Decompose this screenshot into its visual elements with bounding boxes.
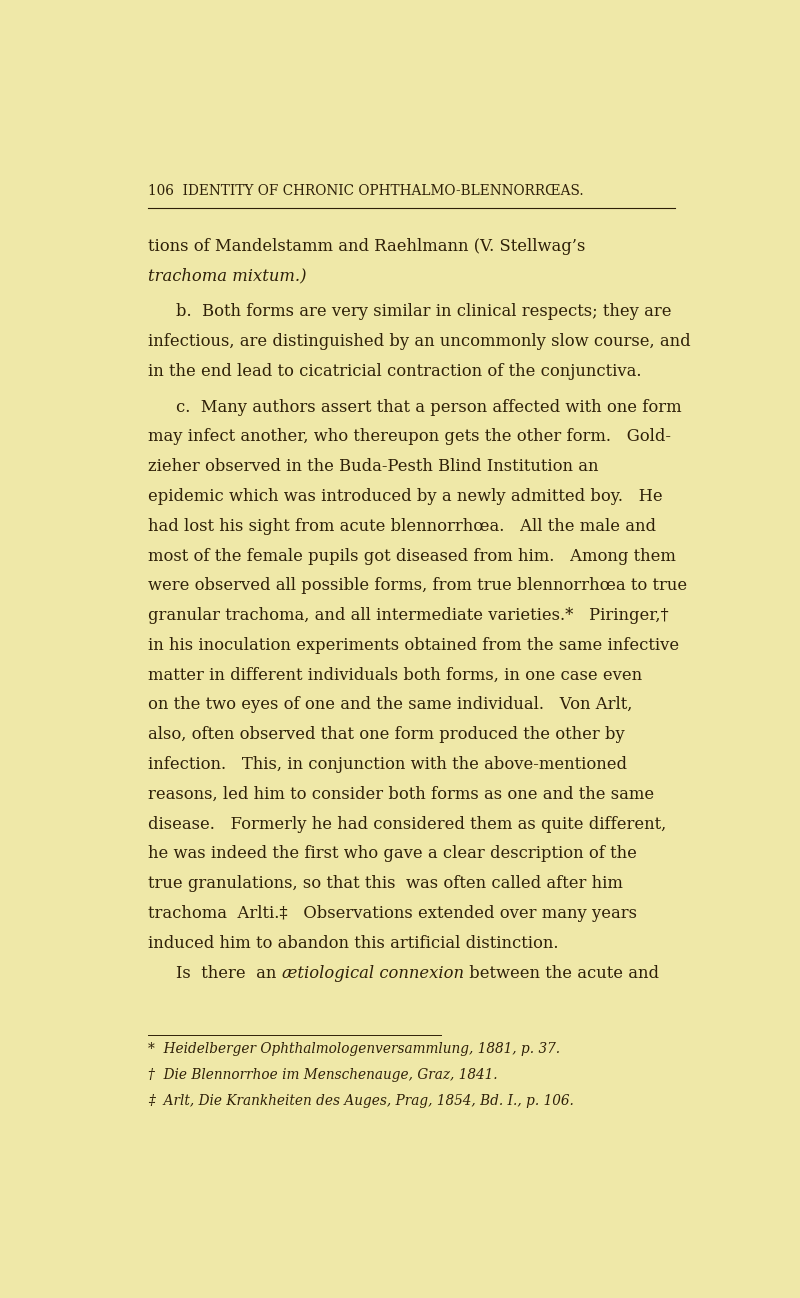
Text: trachoma  Arlti.‡   Observations extended over many years: trachoma Arlti.‡ Observations extended o… bbox=[148, 905, 638, 922]
Text: infectious, are distinguished by an uncommonly slow course, and: infectious, are distinguished by an unco… bbox=[148, 334, 691, 350]
Text: had lost his sight from acute blennorrhœa.   All the male and: had lost his sight from acute blennorrhœ… bbox=[148, 518, 656, 535]
Text: induced him to abandon this artificial distinction.: induced him to abandon this artificial d… bbox=[148, 935, 559, 951]
Text: disease.   Formerly he had considered them as quite different,: disease. Formerly he had considered them… bbox=[148, 815, 666, 832]
Text: in his inoculation experiments obtained from the same infective: in his inoculation experiments obtained … bbox=[148, 637, 679, 654]
Text: ætiological connexion: ætiological connexion bbox=[282, 964, 464, 981]
Text: true granulations, so that this  was often called after him: true granulations, so that this was ofte… bbox=[148, 875, 623, 892]
Text: epidemic which was introduced by a newly admitted boy.   He: epidemic which was introduced by a newly… bbox=[148, 488, 663, 505]
Text: matter in different individuals both forms, in one case even: matter in different individuals both for… bbox=[148, 667, 642, 684]
Text: he was indeed the first who gave a clear description of the: he was indeed the first who gave a clear… bbox=[148, 845, 638, 862]
Text: 106  IDENTITY OF CHRONIC OPHTHALMO-BLENNORRŒAS.: 106 IDENTITY OF CHRONIC OPHTHALMO-BLENNO… bbox=[148, 184, 584, 197]
Text: in the end lead to cicatricial contraction of the conjunctiva.: in the end lead to cicatricial contracti… bbox=[148, 363, 642, 380]
Text: granular trachoma, and all intermediate varieties.*   Piringer,†: granular trachoma, and all intermediate … bbox=[148, 607, 669, 624]
Text: Is  there  an: Is there an bbox=[176, 964, 282, 981]
Text: †  Die Blennorrhoe im Menschenauge, Graz, 1841.: † Die Blennorrhoe im Menschenauge, Graz,… bbox=[148, 1068, 498, 1083]
Text: *  Heidelberger Ophthalmologenversammlung, 1881, p. 37.: * Heidelberger Ophthalmologenversammlung… bbox=[148, 1042, 561, 1057]
Text: trachoma mixtum.): trachoma mixtum.) bbox=[148, 267, 307, 284]
Text: infection.   This, in conjunction with the above-mentioned: infection. This, in conjunction with the… bbox=[148, 755, 627, 774]
Text: most of the female pupils got diseased from him.   Among them: most of the female pupils got diseased f… bbox=[148, 548, 676, 565]
Text: b.  Both forms are very similar in clinical respects; they are: b. Both forms are very similar in clinic… bbox=[176, 304, 672, 321]
Text: ‡  Arlt, Die Krankheiten des Auges, Prag, 1854, Bd. I., p. 106.: ‡ Arlt, Die Krankheiten des Auges, Prag,… bbox=[148, 1094, 574, 1108]
Text: between the acute and: between the acute and bbox=[464, 964, 659, 981]
Text: were observed all possible forms, from true blennorrhœa to true: were observed all possible forms, from t… bbox=[148, 578, 687, 594]
Text: c.  Many authors assert that a person affected with one form: c. Many authors assert that a person aff… bbox=[176, 398, 682, 415]
Text: also, often observed that one form produced the other by: also, often observed that one form produ… bbox=[148, 727, 625, 744]
Text: reasons, led him to consider both forms as one and the same: reasons, led him to consider both forms … bbox=[148, 785, 654, 803]
Text: on the two eyes of one and the same individual.   Von Arlt,: on the two eyes of one and the same indi… bbox=[148, 697, 633, 714]
Text: tions of Mandelstamm and Raehlmann (V. Stellwag’s: tions of Mandelstamm and Raehlmann (V. S… bbox=[148, 238, 586, 254]
Text: may infect another, who thereupon gets the other form.   Gold-: may infect another, who thereupon gets t… bbox=[148, 428, 671, 445]
Text: zieher observed in the Buda-Pesth Blind Institution an: zieher observed in the Buda-Pesth Blind … bbox=[148, 458, 599, 475]
